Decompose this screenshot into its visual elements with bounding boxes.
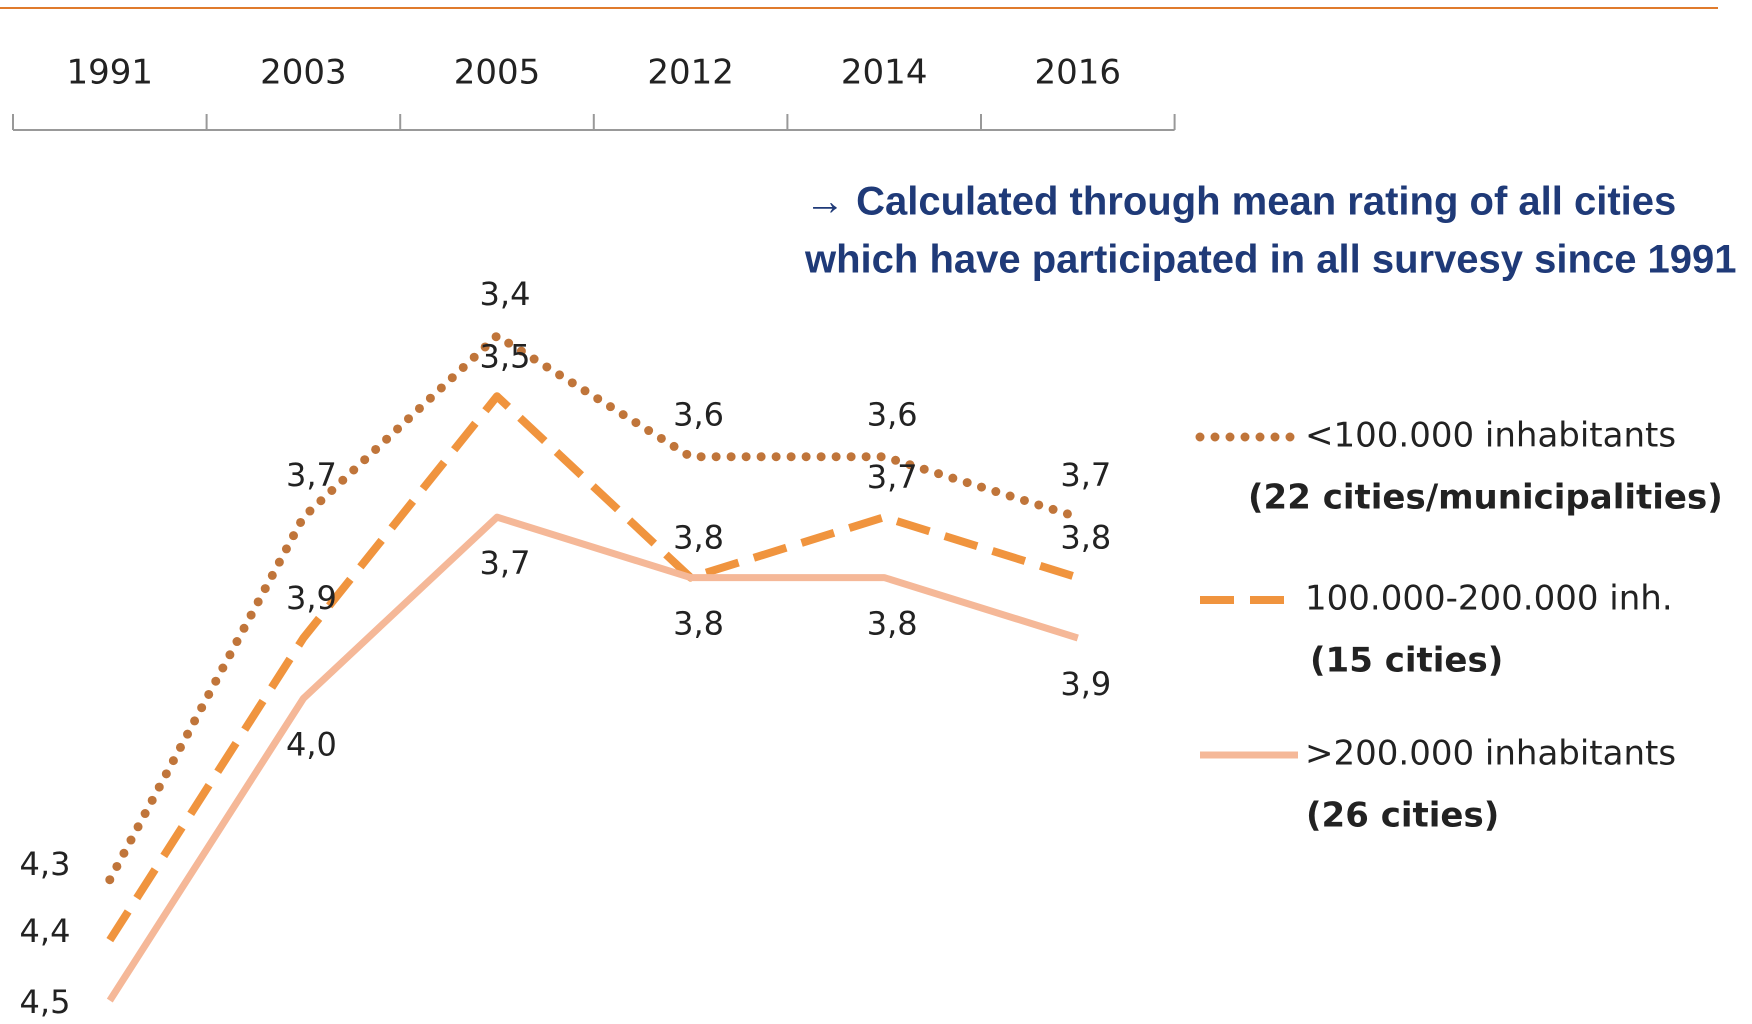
annotation: which have participated in all survesy s… bbox=[804, 238, 1737, 282]
x-tick-label: 2003 bbox=[260, 53, 347, 93]
legend-label: <100.000 inhabitants bbox=[1305, 416, 1676, 456]
data-label: 3,5 bbox=[480, 337, 531, 375]
annotation: → Calculated through mean rating of all … bbox=[805, 180, 1676, 224]
series-line bbox=[106, 392, 1079, 943]
data-label: 3,7 bbox=[480, 544, 531, 582]
data-label: 3,8 bbox=[1060, 519, 1111, 557]
data-label: 3,6 bbox=[867, 396, 918, 434]
data-label: 3,4 bbox=[480, 275, 531, 313]
x-tick-label: 2005 bbox=[454, 53, 541, 93]
data-label: 3,8 bbox=[867, 605, 918, 643]
legend-label: >200.000 inhabitants bbox=[1305, 734, 1676, 774]
data-label: 4,4 bbox=[20, 912, 71, 950]
data-label: 4,5 bbox=[20, 983, 71, 1021]
data-label: 3,9 bbox=[286, 579, 337, 617]
series-line bbox=[106, 513, 1079, 1003]
series-line bbox=[105, 331, 1083, 885]
data-label: 3,8 bbox=[673, 519, 724, 557]
data-label: 3,8 bbox=[673, 605, 724, 643]
data-label: 4,0 bbox=[286, 725, 337, 763]
x-tick-label: 2014 bbox=[841, 53, 928, 93]
data-label: 3,7 bbox=[867, 458, 918, 496]
legend-label: 100.000-200.000 inh. bbox=[1305, 579, 1673, 619]
data-label: 3,9 bbox=[1060, 665, 1111, 703]
data-label: 3,6 bbox=[673, 396, 724, 434]
data-label: 3,7 bbox=[1060, 456, 1111, 494]
data-label: 4,3 bbox=[20, 845, 71, 883]
data-label: 3,7 bbox=[286, 456, 337, 494]
legend-description: (26 cities) bbox=[1306, 796, 1499, 836]
x-tick-label: 2016 bbox=[1035, 53, 1122, 93]
legend-description: (22 cities/municipalities) bbox=[1248, 478, 1723, 518]
x-tick-label: 2012 bbox=[647, 53, 734, 93]
legend-description: (15 cities) bbox=[1310, 641, 1503, 681]
x-tick-label: 1991 bbox=[67, 53, 154, 93]
